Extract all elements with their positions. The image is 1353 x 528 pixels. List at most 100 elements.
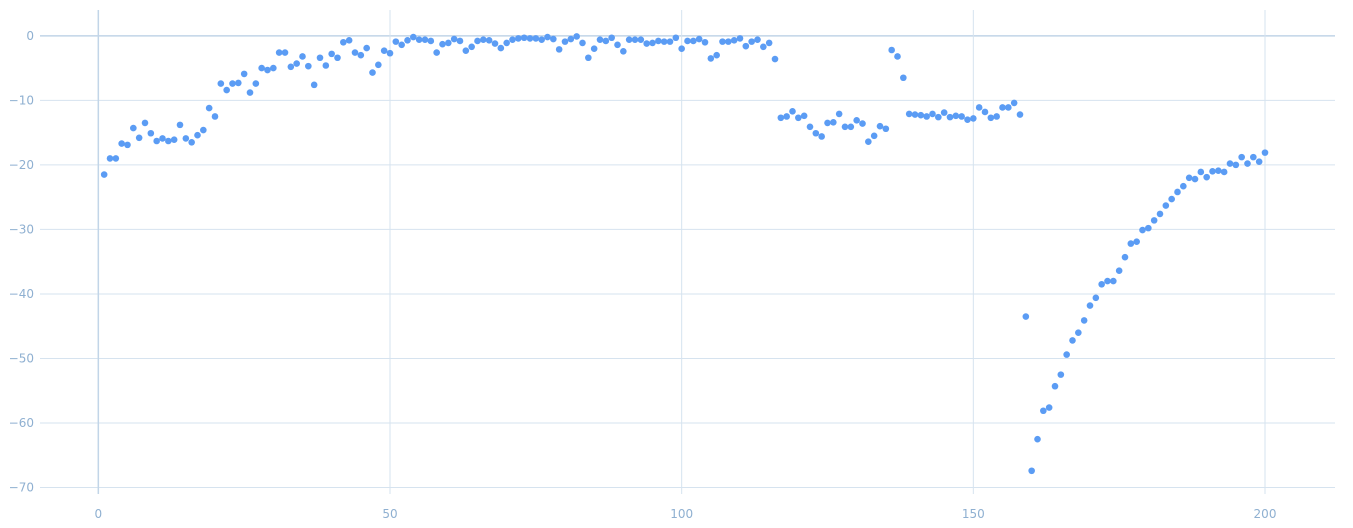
data-point bbox=[468, 43, 475, 51]
x-tick-label: 50 bbox=[382, 507, 397, 521]
data-point bbox=[608, 34, 615, 42]
data-point bbox=[316, 54, 324, 62]
data-point bbox=[579, 39, 586, 47]
data-point bbox=[491, 40, 499, 47]
data-point bbox=[585, 54, 592, 62]
data-point bbox=[859, 120, 866, 127]
x-tick-label: 0 bbox=[95, 507, 103, 521]
y-tick-label: −10 bbox=[9, 93, 34, 107]
data-point bbox=[853, 117, 860, 124]
data-point bbox=[1261, 149, 1269, 156]
data-point bbox=[1250, 153, 1257, 161]
data-point bbox=[1162, 202, 1170, 209]
data-point bbox=[1174, 188, 1181, 196]
data-point bbox=[865, 138, 872, 145]
data-point bbox=[812, 129, 820, 137]
data-point bbox=[1098, 280, 1105, 288]
y-tick-label: −40 bbox=[9, 287, 34, 301]
data-point bbox=[380, 47, 388, 54]
data-point bbox=[643, 40, 650, 47]
data-point bbox=[1051, 382, 1059, 390]
data-point bbox=[777, 114, 785, 122]
y-tick-label: −50 bbox=[9, 351, 34, 365]
data-point bbox=[964, 116, 971, 124]
data-point bbox=[357, 51, 365, 59]
data-point bbox=[742, 42, 750, 50]
data-point bbox=[520, 34, 528, 42]
data-point bbox=[351, 49, 359, 56]
data-point bbox=[235, 79, 242, 87]
data-point bbox=[433, 49, 440, 56]
data-point bbox=[421, 36, 429, 43]
data-point bbox=[900, 74, 907, 82]
data-point bbox=[550, 35, 557, 43]
data-point bbox=[555, 46, 563, 53]
data-point bbox=[713, 51, 720, 59]
data-point bbox=[287, 63, 295, 71]
data-point bbox=[439, 40, 446, 48]
data-point bbox=[328, 50, 335, 58]
data-point bbox=[1127, 240, 1135, 247]
data-point bbox=[1168, 195, 1175, 203]
data-point bbox=[672, 34, 680, 42]
data-point bbox=[258, 64, 265, 72]
data-point bbox=[1069, 337, 1076, 344]
data-point bbox=[894, 53, 901, 60]
data-point bbox=[252, 80, 260, 87]
grid-lines bbox=[40, 10, 1335, 494]
data-point bbox=[847, 123, 855, 131]
data-point bbox=[1080, 317, 1088, 324]
data-point bbox=[800, 112, 808, 120]
data-point bbox=[631, 36, 639, 43]
x-tick-label: 150 bbox=[962, 507, 985, 521]
y-tick-label: 0 bbox=[26, 29, 34, 43]
data-point bbox=[1110, 277, 1117, 285]
data-point bbox=[205, 104, 213, 112]
data-point bbox=[334, 54, 341, 62]
data-point bbox=[655, 37, 662, 45]
data-point bbox=[1139, 226, 1146, 234]
data-point bbox=[176, 121, 184, 129]
data-point bbox=[975, 104, 983, 111]
data-point bbox=[240, 70, 248, 78]
data-point bbox=[211, 113, 219, 120]
data-point bbox=[1145, 224, 1152, 232]
data-point bbox=[1133, 238, 1140, 245]
data-point bbox=[905, 110, 913, 118]
data-point bbox=[100, 171, 108, 178]
data-point bbox=[1086, 302, 1094, 309]
data-point bbox=[730, 37, 738, 44]
data-point bbox=[637, 36, 645, 43]
data-point bbox=[783, 113, 790, 120]
y-tick-label: −20 bbox=[9, 158, 34, 172]
data-point bbox=[275, 49, 283, 56]
data-point bbox=[835, 110, 843, 118]
data-point bbox=[310, 81, 318, 89]
data-point bbox=[1063, 351, 1070, 358]
data-point bbox=[200, 126, 207, 134]
data-point bbox=[450, 35, 458, 43]
data-point bbox=[124, 141, 131, 149]
data-point bbox=[398, 41, 405, 49]
data-point bbox=[392, 38, 400, 45]
data-point bbox=[474, 37, 481, 45]
data-point bbox=[106, 155, 114, 162]
data-point bbox=[194, 131, 201, 139]
data-point bbox=[135, 134, 143, 142]
data-point bbox=[736, 35, 744, 42]
data-point bbox=[480, 36, 487, 43]
data-point bbox=[614, 41, 621, 49]
data-point bbox=[1092, 294, 1100, 302]
data-point bbox=[1238, 153, 1245, 161]
data-point bbox=[882, 125, 890, 133]
data-point bbox=[1045, 404, 1053, 411]
data-point bbox=[765, 39, 773, 47]
data-point bbox=[427, 37, 435, 45]
data-point bbox=[363, 44, 370, 52]
data-point bbox=[1115, 267, 1123, 275]
data-point bbox=[684, 37, 691, 45]
data-point bbox=[223, 86, 230, 94]
data-point bbox=[1191, 175, 1199, 183]
data-point bbox=[1075, 329, 1082, 336]
x-tick-label: 100 bbox=[670, 507, 693, 521]
